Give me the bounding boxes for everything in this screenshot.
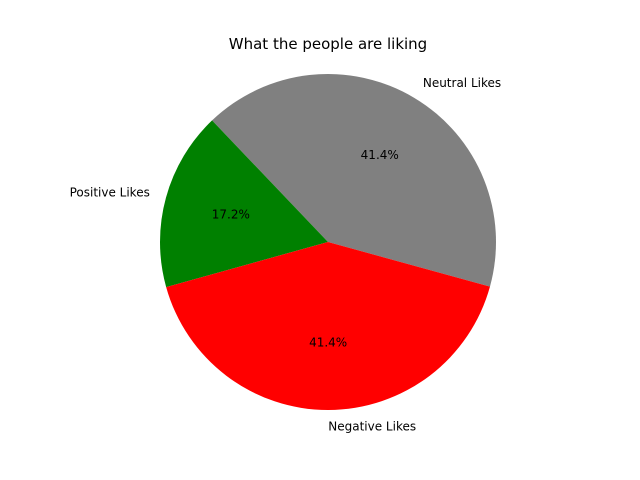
slice-percent-label: 17.2%	[212, 208, 250, 222]
chart-title: What the people are liking	[229, 35, 427, 53]
slice-label: Positive Likes	[70, 185, 150, 199]
slice-percent-label: 41.4%	[309, 335, 347, 349]
pie-slice-neutral-likes	[212, 74, 496, 287]
pie-labels: Neutral Likes 41.4% Positive Likes 17.2% Neg…	[70, 76, 502, 433]
pie-slices	[159, 74, 496, 410]
slice-label: Neutral Likes	[423, 76, 501, 90]
slice-label: Negative Likes	[328, 419, 416, 433]
pie-slice-negative-likes	[166, 242, 490, 410]
pie-slice-positive-likes	[159, 120, 328, 288]
slice-percent-label: 41.4%	[361, 148, 399, 162]
